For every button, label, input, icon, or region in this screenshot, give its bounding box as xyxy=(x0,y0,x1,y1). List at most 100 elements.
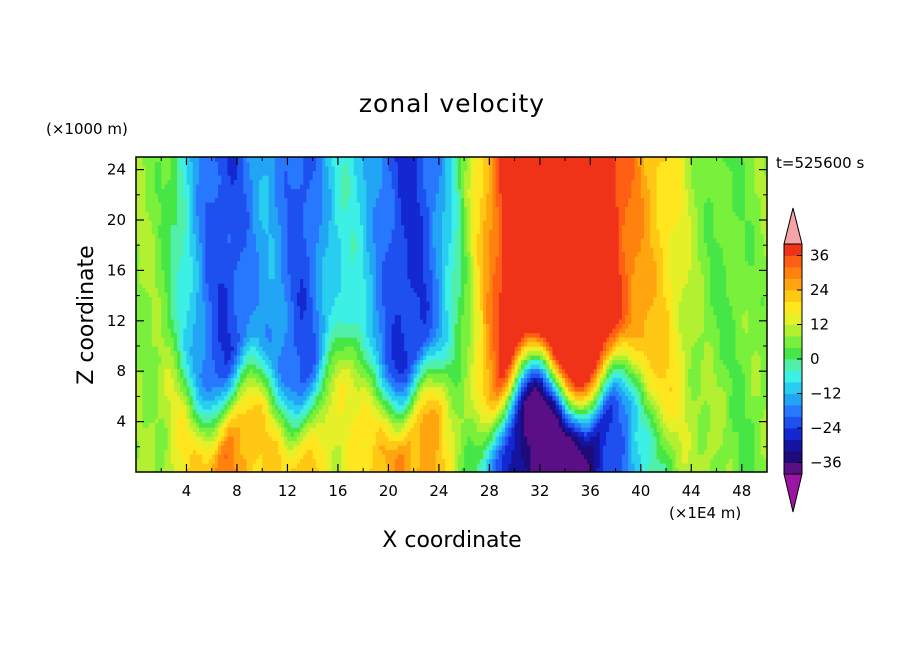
field-cell xyxy=(577,454,582,460)
field-cell xyxy=(565,463,569,469)
field-cell xyxy=(315,467,320,472)
field-cell xyxy=(435,454,440,460)
field-cell xyxy=(246,463,251,469)
field-cell xyxy=(240,454,244,460)
field-cell xyxy=(501,467,506,472)
field-cell xyxy=(483,458,487,464)
field-cell xyxy=(637,463,642,469)
field-cell xyxy=(265,458,270,464)
field-cell xyxy=(177,463,181,469)
field-cell xyxy=(684,458,689,464)
field-cell xyxy=(666,463,670,469)
field-cell xyxy=(432,463,437,469)
field-cell xyxy=(224,458,229,464)
field-cell xyxy=(697,458,702,464)
field-cell xyxy=(274,458,279,464)
field-cell xyxy=(221,458,225,464)
field-cell xyxy=(694,467,699,472)
field-cell xyxy=(281,454,285,460)
field-cell xyxy=(347,454,352,460)
field-cell xyxy=(233,463,238,469)
field-cell xyxy=(561,463,566,469)
field-cell xyxy=(495,463,500,469)
field-cell xyxy=(536,463,541,469)
field-cell xyxy=(268,458,273,464)
field-cell xyxy=(154,454,159,460)
field-cell xyxy=(520,454,525,460)
field-cell xyxy=(151,463,156,469)
y-unit-label: (×1000 m) xyxy=(46,120,128,138)
field-cell xyxy=(388,467,393,472)
field-cell xyxy=(451,467,456,472)
field-cell xyxy=(464,454,468,460)
field-cell xyxy=(360,467,364,472)
field-cell xyxy=(268,467,273,472)
field-cell xyxy=(669,458,673,464)
field-cell xyxy=(634,458,639,464)
field-cell xyxy=(271,463,276,469)
field-cell xyxy=(555,467,560,472)
field-cell xyxy=(230,467,235,472)
field-cell xyxy=(618,454,623,460)
field-cell xyxy=(662,463,667,469)
field-cell xyxy=(571,454,576,460)
field-cell xyxy=(180,463,184,469)
field-cell xyxy=(378,458,383,464)
field-cell xyxy=(442,467,446,472)
field-cell xyxy=(139,463,143,469)
field-cell xyxy=(442,463,446,469)
field-cell xyxy=(505,463,509,469)
field-cell xyxy=(284,463,289,469)
field-cell xyxy=(643,463,648,469)
field-cell xyxy=(148,463,153,469)
field-cell xyxy=(306,458,311,464)
field-cell xyxy=(322,458,326,464)
field-cell xyxy=(618,458,623,464)
field-cell xyxy=(262,458,266,464)
field-cell xyxy=(328,458,333,464)
field-cell xyxy=(246,458,251,464)
field-cell xyxy=(612,458,617,464)
field-cell xyxy=(211,463,216,469)
field-cell xyxy=(274,467,279,472)
field-cell xyxy=(684,467,689,472)
field-cell xyxy=(672,454,677,460)
field-cell xyxy=(281,458,285,464)
field-cell xyxy=(240,458,244,464)
field-cell xyxy=(483,454,487,460)
field-cell xyxy=(136,463,140,469)
field-cell xyxy=(536,467,541,472)
field-cell xyxy=(735,467,740,472)
field-cell xyxy=(208,463,213,469)
field-cell xyxy=(164,463,169,469)
field-cell xyxy=(675,463,680,469)
field-cell xyxy=(688,454,692,460)
field-cell xyxy=(385,458,389,464)
field-cell xyxy=(666,458,670,464)
field-cell xyxy=(757,463,762,469)
field-cell xyxy=(653,454,658,460)
field-cell xyxy=(467,454,472,460)
field-cell xyxy=(552,463,557,469)
field-cell xyxy=(161,467,165,472)
field-cell xyxy=(230,454,235,460)
field-cell xyxy=(763,458,767,464)
field-cell xyxy=(495,454,500,460)
field-cell xyxy=(656,467,661,472)
field-cell xyxy=(378,463,383,469)
field-cell xyxy=(508,454,513,460)
field-cell xyxy=(615,458,620,464)
field-cell xyxy=(565,467,569,472)
field-cell xyxy=(287,467,292,472)
field-cell xyxy=(303,467,307,472)
field-cell xyxy=(265,454,270,460)
field-cell xyxy=(154,467,159,472)
field-cell xyxy=(382,454,386,460)
field-cell xyxy=(303,454,307,460)
field-cell xyxy=(464,458,468,464)
field-cell xyxy=(309,467,314,472)
field-cell xyxy=(350,467,355,472)
field-cell xyxy=(710,454,714,460)
field-cell xyxy=(445,454,449,460)
